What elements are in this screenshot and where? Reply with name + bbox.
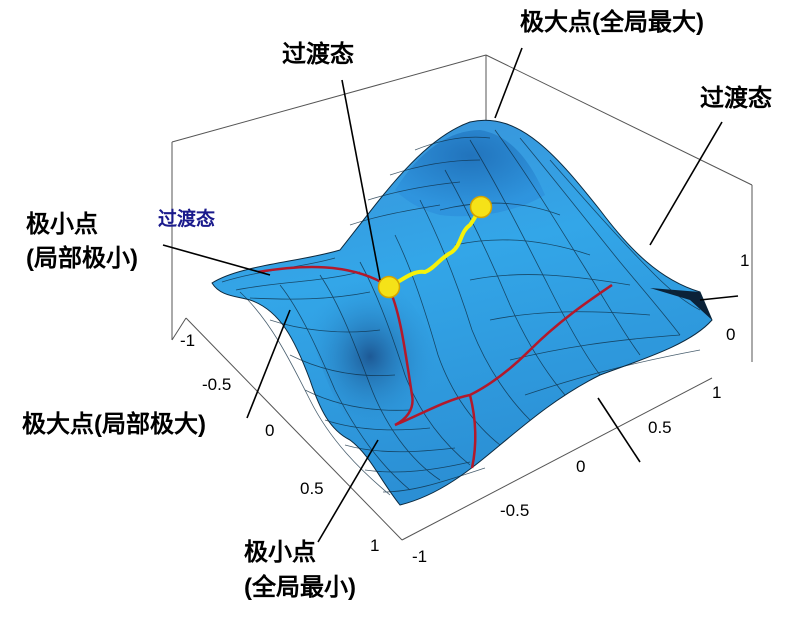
left-axis-tick-0: 0	[265, 421, 274, 440]
label-global-max: 极大点(全局最大)	[520, 8, 704, 36]
label-global-min-line1: 极小点	[244, 539, 316, 566]
label-transition-small: 过渡态	[158, 207, 215, 230]
right-axis-tick-neg1: -1	[412, 547, 427, 566]
left-axis-tick-05: 0.5	[300, 479, 324, 498]
left-axis-tick-neg05: -0.5	[202, 375, 231, 394]
right-axis-tick-05: 0.5	[648, 418, 672, 437]
right-axis-tick-0: 0	[576, 457, 585, 476]
axis-ticks: 1 0 -1 -0.5 0 0.5 1 1 0.5 0 -0.5 -1	[180, 251, 749, 566]
z-tick-0: 0	[726, 325, 735, 344]
label-transition-right: 过渡态	[700, 84, 772, 112]
label-local-min-line1: 极小点	[26, 211, 98, 238]
bounding-box	[171, 54, 753, 541]
annotation-labels: 极大点(全局最大) 过渡态 过渡态 极小点 (局部极小) 过渡态 极大点(局部极…	[22, 8, 772, 601]
transition-state-marker-upper	[469, 195, 493, 219]
label-transition-top: 过渡态	[282, 40, 354, 68]
label-local-min-line2: (局部极小)	[26, 244, 138, 272]
label-local-max: 极大点(局部极大)	[22, 410, 206, 438]
z-tick-1: 1	[740, 251, 749, 270]
right-axis-tick-1: 1	[712, 383, 721, 402]
pointer-lines	[162, 47, 739, 543]
transition-state-marker	[377, 275, 401, 299]
label-global-min-line2: (全局最小)	[244, 573, 356, 601]
potential-energy-surface	[211, 119, 713, 506]
left-axis-tick-neg1: -1	[180, 331, 195, 350]
right-axis-tick-neg05: -0.5	[500, 501, 529, 520]
left-axis-tick-1: 1	[370, 536, 379, 555]
